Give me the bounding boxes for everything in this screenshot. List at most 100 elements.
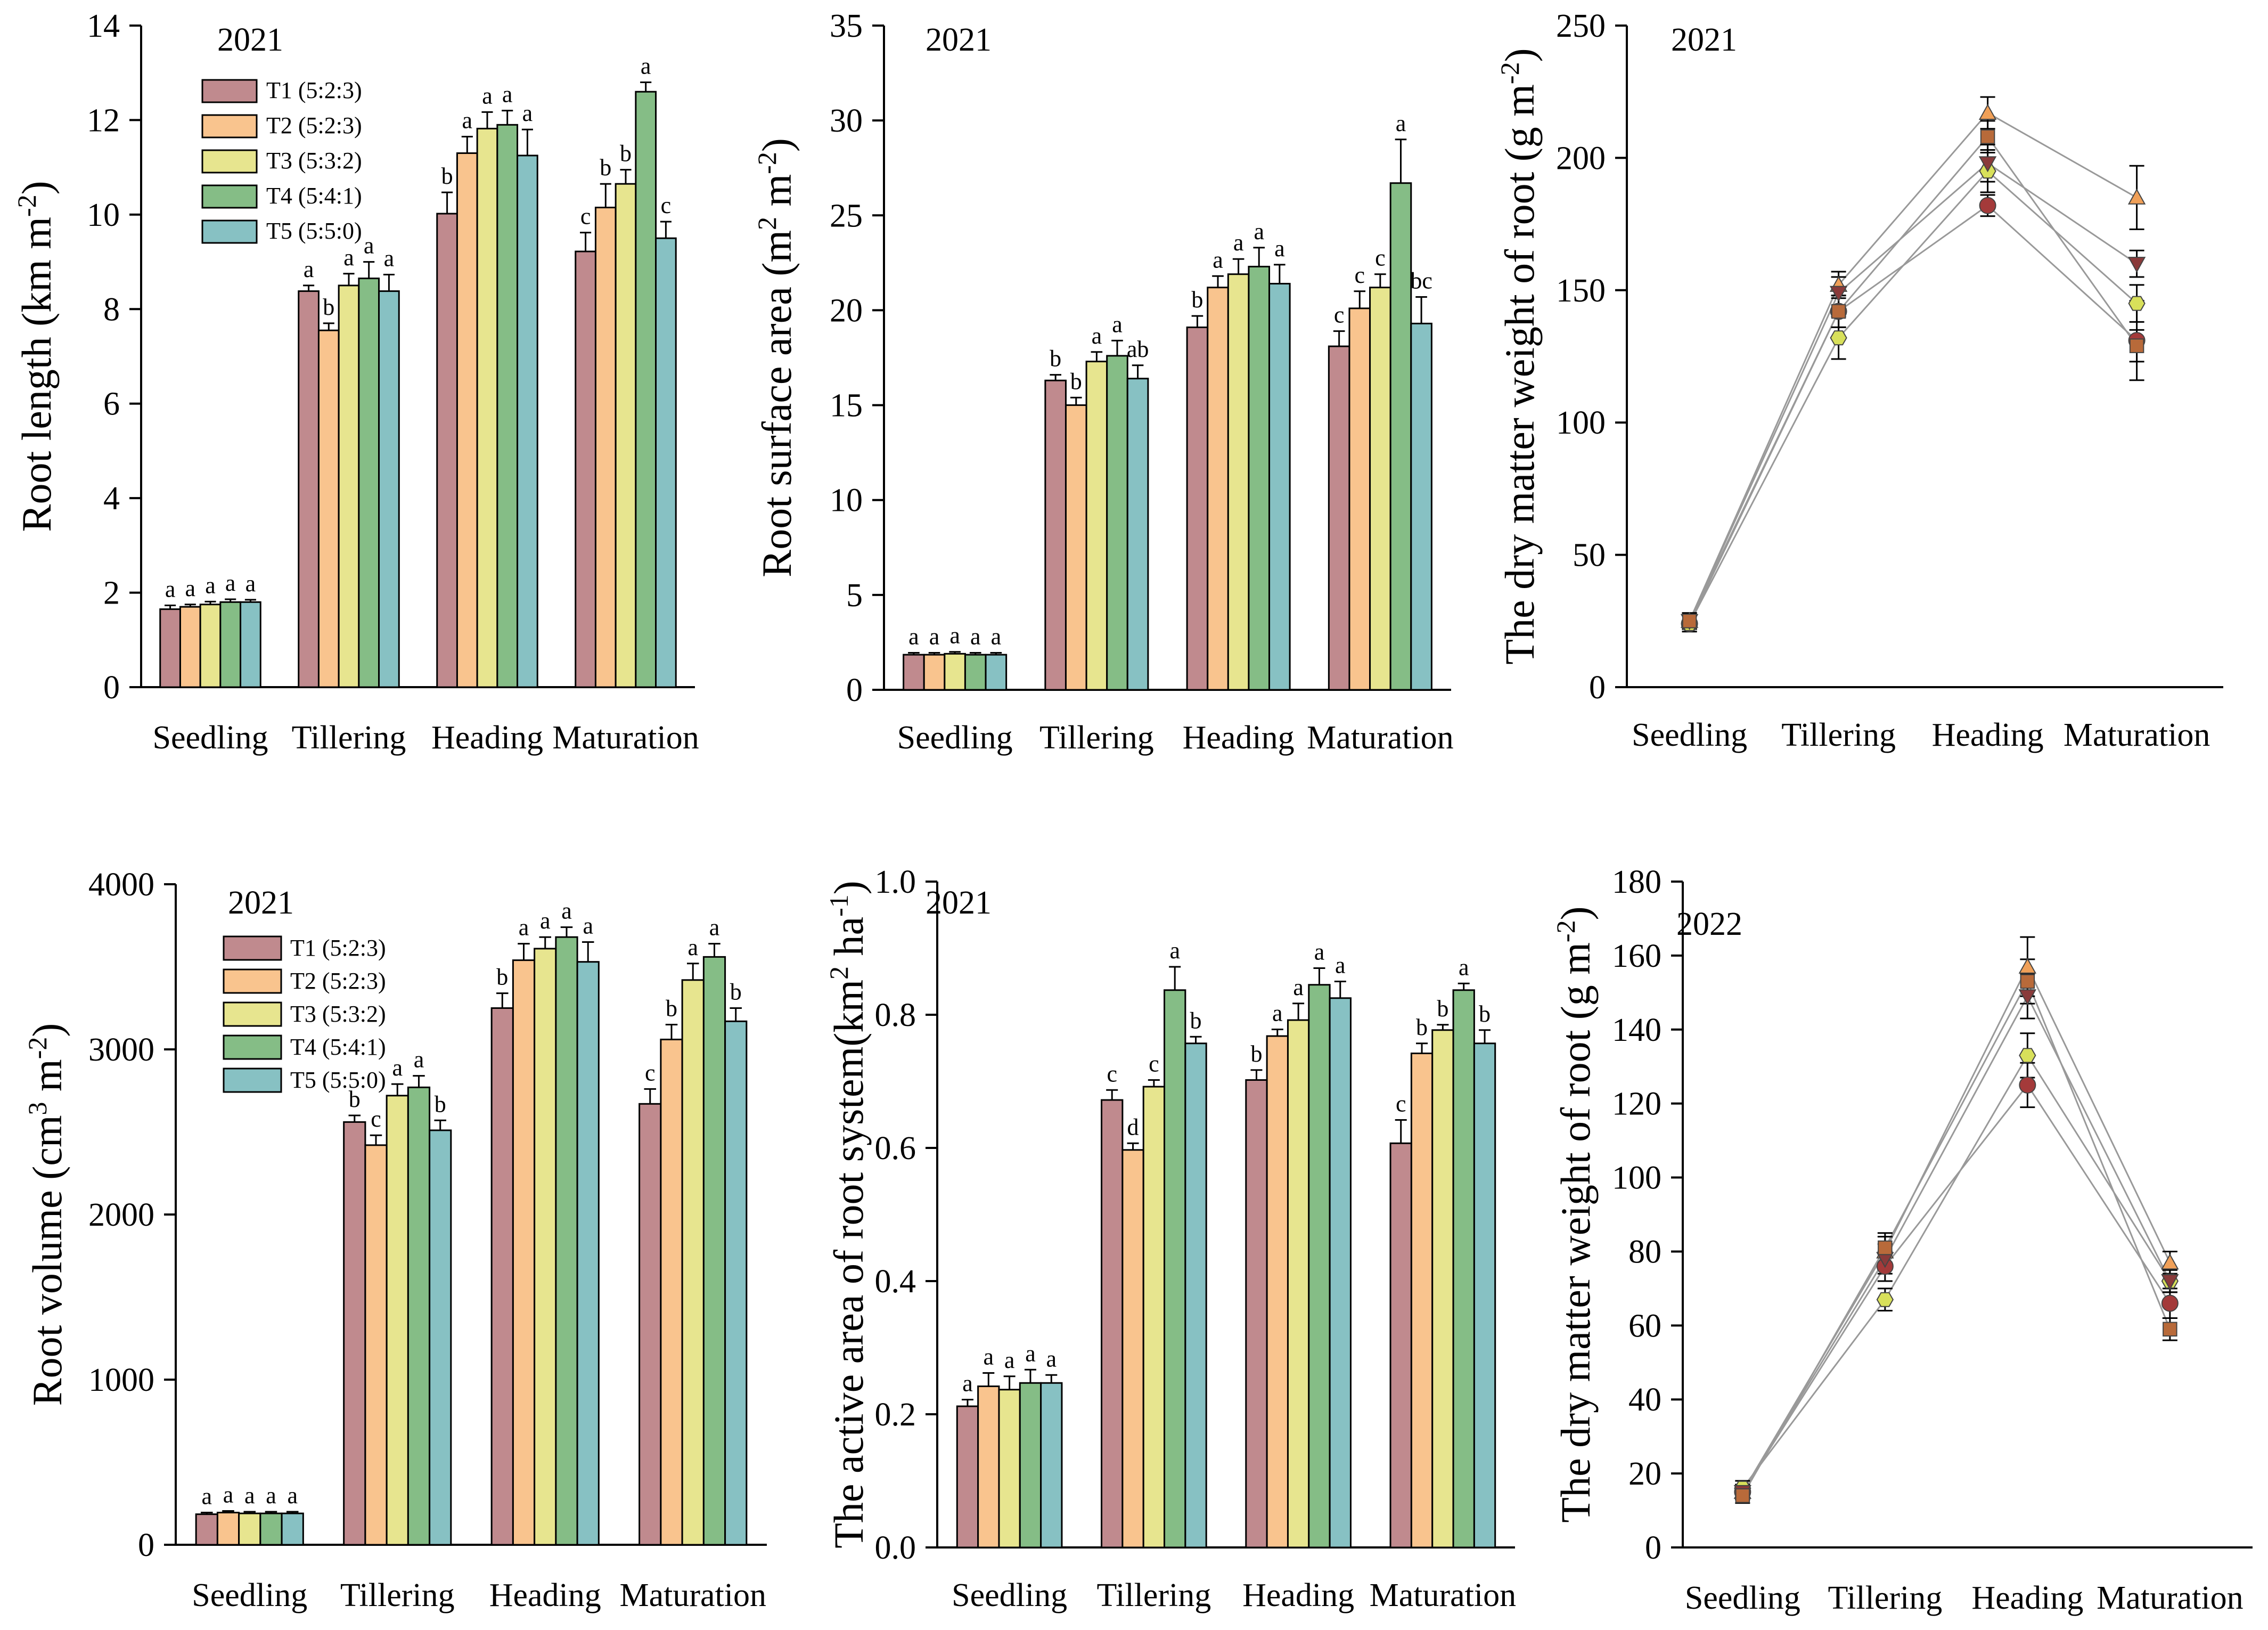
significance-letter: b — [1070, 368, 1082, 394]
bar — [575, 250, 596, 688]
bar — [219, 601, 242, 688]
significance-letter: b — [435, 1091, 446, 1117]
y-axis-title-superscript: -2 — [22, 1037, 52, 1060]
significance-letter: b — [349, 1086, 361, 1112]
y-tick-label: 20 — [1628, 1456, 1661, 1492]
significance-letter: b — [1190, 1007, 1202, 1033]
marker-triangle-down — [2127, 257, 2146, 273]
y-axis-title-superscript: -2 — [1551, 920, 1581, 942]
y-axis-title-part: ) — [24, 1023, 70, 1037]
bar — [660, 1038, 683, 1546]
bar — [1266, 1035, 1289, 1548]
panel-root-volume: 0 1000 2000 3000 4000 Seedling a a a a a Tillering b… — [0, 804, 804, 1627]
marker-square — [2163, 1322, 2177, 1337]
significance-letter: b — [323, 294, 334, 320]
series-line — [1742, 979, 2171, 1496]
significance-letter: c — [1107, 1061, 1117, 1087]
bar — [343, 1121, 366, 1546]
series-line — [1742, 995, 2171, 1493]
marker-triangle-down — [2161, 1274, 2179, 1291]
marker-triangle-up — [2018, 957, 2037, 974]
year-label: 2021 — [217, 22, 283, 58]
marker-triangle-down — [1978, 156, 1997, 173]
significance-letter: a — [245, 570, 256, 597]
significance-letter: a — [1004, 1347, 1015, 1373]
y-axis-title-superscript: 3 — [22, 1102, 52, 1115]
y-tick-label: 0.2 — [875, 1397, 916, 1433]
bar — [985, 654, 1008, 691]
marker-hexagon — [1830, 330, 1847, 346]
legend-swatch — [201, 184, 258, 209]
bar — [476, 127, 498, 688]
significance-letter: b — [1250, 1041, 1262, 1067]
significance-letter: ab — [1127, 336, 1149, 362]
bar — [576, 961, 600, 1546]
y-tick-label: 15 — [830, 388, 863, 424]
bar — [635, 91, 657, 688]
y-axis-title-part: Root volume (cm — [24, 1115, 70, 1406]
y-tick-label: 0.6 — [875, 1130, 916, 1167]
significance-letter: b — [666, 996, 677, 1022]
significance-letter: a — [392, 1055, 403, 1081]
bar — [1389, 1142, 1412, 1548]
significance-letter: c — [580, 203, 591, 230]
year-label: 2021 — [926, 885, 992, 921]
significance-letter: b — [600, 154, 611, 181]
significance-letter: a — [1092, 323, 1102, 349]
significance-letter: a — [343, 244, 354, 271]
significance-letter: a — [583, 913, 593, 939]
x-category-label: Heading — [489, 1577, 601, 1613]
significance-letter: a — [1213, 247, 1223, 273]
y-axis-title-part: ) — [13, 181, 60, 194]
x-category-label: Tillering — [292, 720, 406, 756]
legend-swatch — [201, 79, 258, 103]
significance-letter: a — [1169, 938, 1180, 964]
bar — [724, 1020, 748, 1546]
x-category-label: Heading — [431, 720, 543, 756]
y-tick-label: 150 — [1556, 273, 1606, 309]
significance-letter: a — [1233, 230, 1244, 256]
y-axis-title-part: m — [754, 174, 800, 217]
significance-letter: b — [620, 141, 632, 167]
marker-triangle-up — [2161, 1253, 2179, 1270]
y-tick-label: 0 — [1589, 670, 1606, 706]
bar — [702, 956, 726, 1546]
significance-letter: a — [519, 915, 529, 941]
y-tick-label: 160 — [1612, 938, 1661, 974]
significance-letter: a — [908, 624, 919, 650]
y-axis-title: The dry matter weight of root (g m-2) — [1495, 48, 1543, 664]
bar — [517, 154, 538, 688]
x-category-label: Maturation — [552, 720, 699, 756]
y-axis-title-superscript: -2 — [1495, 62, 1525, 84]
bar — [944, 653, 966, 691]
legend-label: T2 (5:2:3) — [266, 112, 362, 138]
bar — [998, 1389, 1021, 1548]
panel-dry-matter-2021: 0 50 100 150 200 250 Seedling Tillering Heading M… — [1480, 0, 2268, 804]
significance-letter: a — [482, 83, 493, 109]
significance-letter: a — [266, 1482, 276, 1509]
marker-square — [2129, 338, 2144, 353]
legend-swatch — [223, 1067, 282, 1093]
bar — [195, 1513, 218, 1546]
legend-swatch — [223, 1034, 282, 1060]
significance-letter: a — [1396, 110, 1406, 136]
bar — [1248, 265, 1271, 691]
y-tick-label: 0.4 — [875, 1264, 916, 1300]
y-tick-label: 8 — [103, 291, 120, 328]
bar — [1044, 379, 1067, 691]
y-tick-label: 180 — [1612, 864, 1661, 900]
y-tick-label: 100 — [1556, 405, 1606, 441]
legend-swatch — [223, 935, 282, 961]
bar — [216, 1512, 240, 1546]
y-tick-label: 250 — [1556, 8, 1606, 44]
significance-letter: c — [1149, 1051, 1159, 1077]
marker-hexagon — [2019, 1048, 2036, 1063]
bar — [386, 1095, 409, 1546]
year-label: 2022 — [1676, 906, 1742, 942]
significance-letter: a — [185, 575, 196, 601]
significance-letter: a — [225, 570, 236, 596]
bar — [496, 124, 519, 688]
bar — [1101, 1099, 1124, 1548]
bar — [977, 1386, 1000, 1548]
